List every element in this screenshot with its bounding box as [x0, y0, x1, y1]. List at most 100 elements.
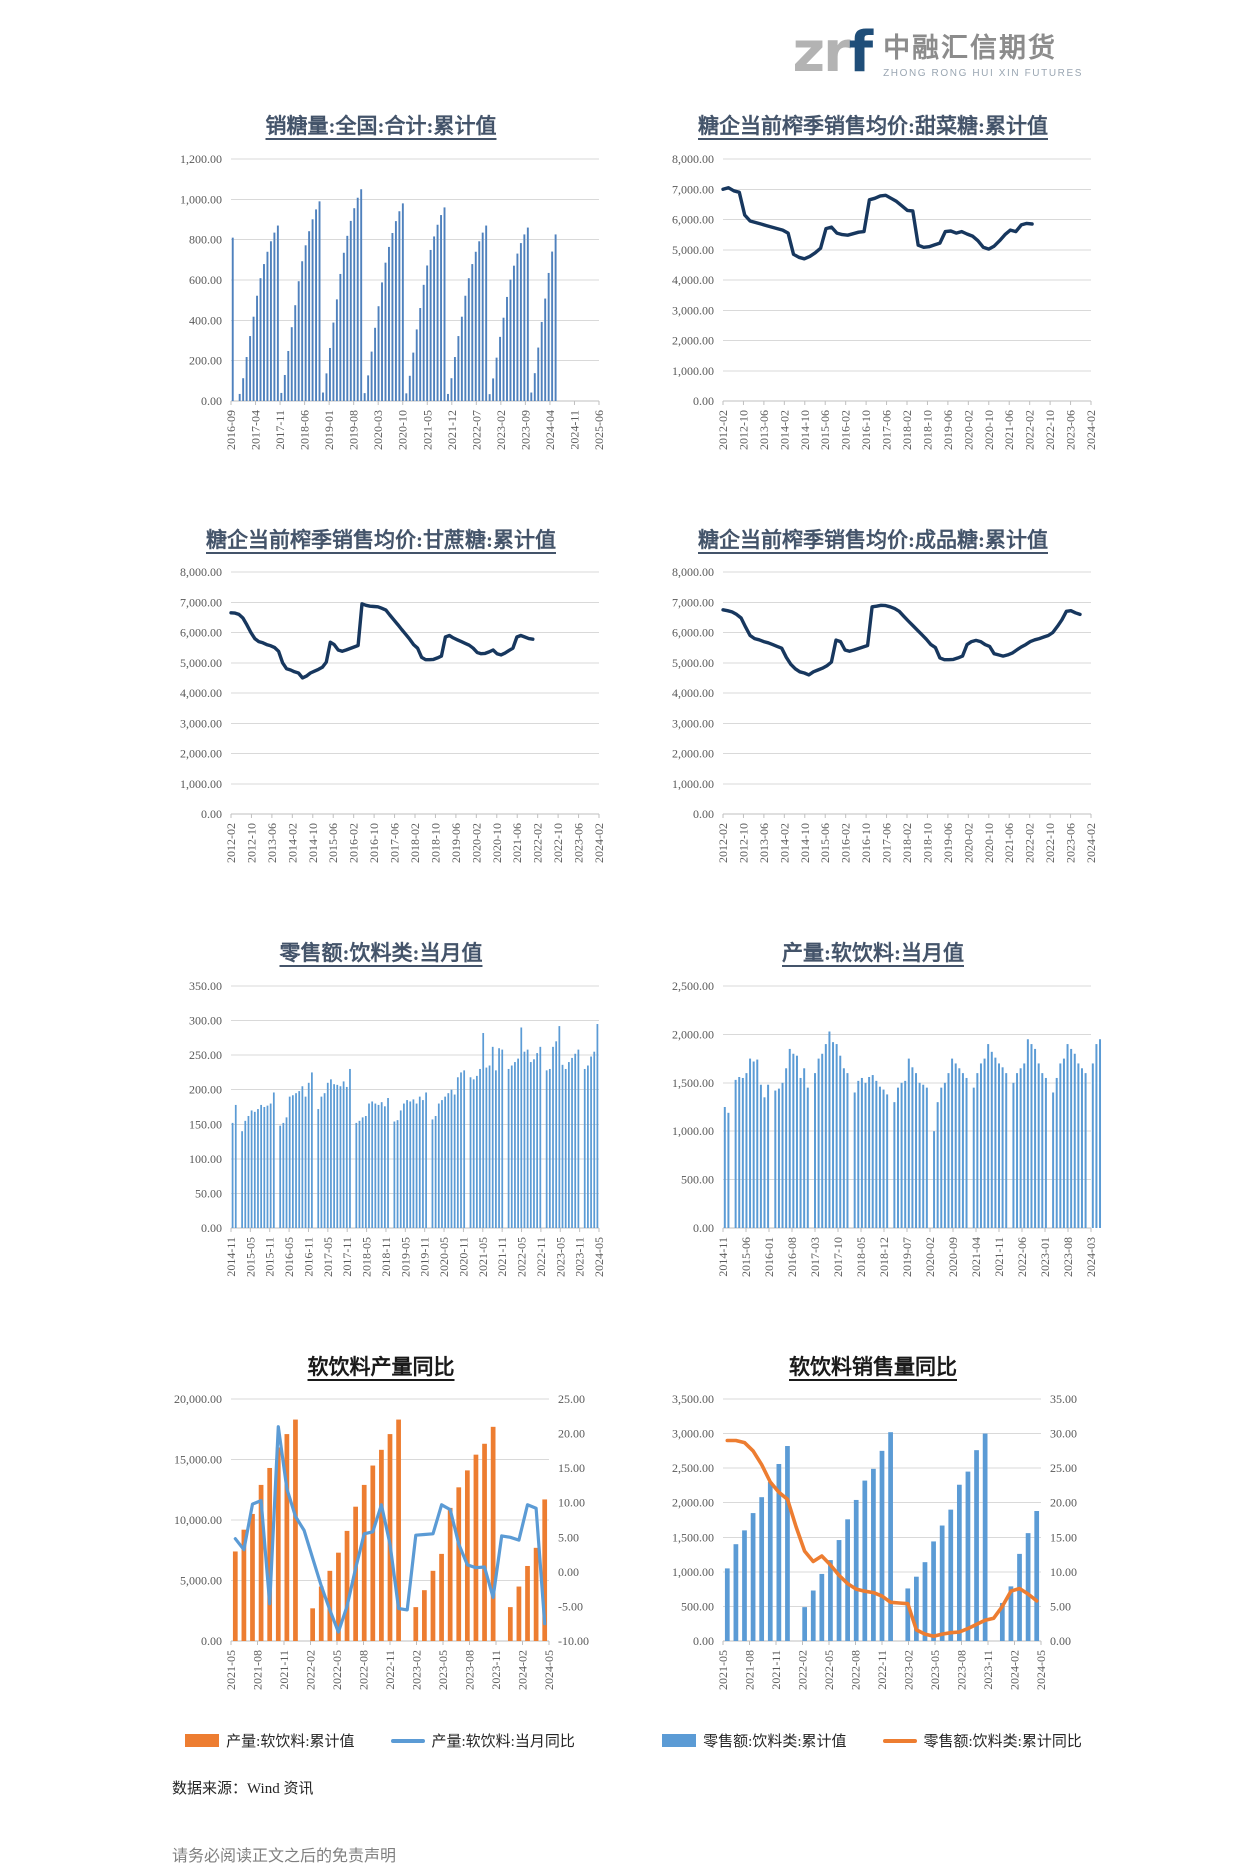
disclaimer-text: 请务必阅读正文之后的免责声明 [172, 1848, 397, 1866]
chart-canvas: 0.00 1,000.00 2,000.00 3,000.00 4,000.00 5,00… [180, 565, 606, 863]
page-header: zrf 中融汇信期货 ZHONG RONG HUI XIN FUTURES [0, 0, 1241, 100]
svg-text:2016-11: 2016-11 [301, 1237, 315, 1277]
svg-text:2022-02: 2022-02 [304, 1650, 318, 1690]
svg-text:2021-11: 2021-11 [495, 1237, 509, 1277]
svg-text:200.00: 200.00 [189, 1082, 222, 1096]
svg-text:2,000.00: 2,000.00 [672, 1027, 714, 1041]
svg-text:4,000.00: 4,000.00 [180, 686, 222, 700]
svg-text:2016-09: 2016-09 [224, 410, 238, 450]
svg-text:2023-05: 2023-05 [928, 1650, 942, 1690]
svg-text:15.00: 15.00 [1050, 1530, 1077, 1544]
chart-title: 软饮料产量同比 [307, 1354, 455, 1379]
svg-text:6,000.00: 6,000.00 [180, 626, 222, 640]
svg-text:2023-08: 2023-08 [1061, 1237, 1075, 1277]
logo-zr-letters: zr [792, 19, 850, 85]
chart-title: 糖企当前榨季销售均价:甜菜糖:累计值 [698, 114, 1048, 138]
svg-text:2012-02: 2012-02 [716, 823, 730, 863]
svg-text:1,000.00: 1,000.00 [672, 1565, 714, 1579]
svg-text:25.00: 25.00 [558, 1392, 585, 1406]
svg-text:2024-02: 2024-02 [1008, 1650, 1022, 1690]
chart-canvas: 0.00 1,000.00 2,000.00 3,000.00 4,000.00 5,00… [672, 152, 1098, 450]
svg-text:2,000.00: 2,000.00 [672, 747, 714, 761]
svg-text:2022-05: 2022-05 [515, 1237, 529, 1277]
svg-text:0.00: 0.00 [201, 807, 222, 821]
chart-plot-area: 0.00 50.00 100.00 150.00 200.00 250.00 300.00 3… [145, 974, 615, 1317]
svg-text:2022-05: 2022-05 [822, 1650, 836, 1690]
svg-text:0.00: 0.00 [558, 1565, 579, 1579]
svg-text:2020-10: 2020-10 [490, 823, 504, 863]
chart-title: 产量:软饮料:当月值 [782, 941, 964, 966]
svg-text:7,000.00: 7,000.00 [672, 182, 714, 196]
svg-text:20,000.00: 20,000.00 [174, 1392, 222, 1406]
svg-text:2024-02: 2024-02 [592, 823, 606, 863]
svg-text:2018-06: 2018-06 [298, 410, 312, 450]
chart-plot-area: 0.00 500.00 1,000.00 1,500.00 2,000.00 2,500.… [637, 1387, 1107, 1751]
svg-text:2025-06: 2025-06 [592, 410, 606, 450]
svg-text:2021-11: 2021-11 [992, 1237, 1006, 1277]
chart-soft-drink-sales-yoy: 软饮料销售量同比 0.00 500.00 1,000.00 1,500.00 2,000… [637, 1351, 1109, 1752]
svg-text:2017-05: 2017-05 [321, 1237, 335, 1277]
svg-text:2018-10: 2018-10 [428, 823, 442, 863]
svg-text:-10.00: -10.00 [558, 1634, 589, 1648]
svg-text:1,000.00: 1,000.00 [672, 777, 714, 791]
svg-text:2015-06: 2015-06 [818, 410, 832, 450]
svg-text:0.00: 0.00 [201, 1634, 222, 1648]
svg-text:20.00: 20.00 [1050, 1496, 1077, 1510]
chart-canvas: 0.00 500.00 1,000.00 1,500.00 2,000.00 2,500.… [672, 979, 1102, 1277]
svg-text:2,500.00: 2,500.00 [672, 979, 714, 993]
svg-text:2022-08: 2022-08 [849, 1650, 863, 1690]
svg-text:2018-12: 2018-12 [877, 1237, 891, 1277]
svg-text:5.00: 5.00 [558, 1530, 579, 1544]
legend-item: 零售额:饮料类:累计值 [662, 1730, 847, 1751]
svg-text:2019-06: 2019-06 [941, 410, 955, 450]
svg-text:8,000.00: 8,000.00 [672, 152, 714, 166]
svg-text:2013-06: 2013-06 [265, 823, 279, 863]
chart-sugar-sales-cumulative: 销糖量:全国:合计:累计值 0.00 200.00 400.00 600.00 800.… [145, 110, 617, 490]
svg-text:2019-07: 2019-07 [900, 1237, 914, 1277]
logo-f-letter: f [848, 19, 873, 85]
svg-text:2023-11: 2023-11 [489, 1650, 503, 1690]
svg-text:3,500.00: 3,500.00 [672, 1392, 714, 1406]
svg-text:2018-05: 2018-05 [360, 1237, 374, 1277]
svg-text:2018-02: 2018-02 [900, 410, 914, 450]
svg-text:4,000.00: 4,000.00 [672, 273, 714, 287]
svg-text:0.00: 0.00 [693, 1221, 714, 1235]
svg-text:2021-05: 2021-05 [716, 1650, 730, 1690]
svg-text:2020-10: 2020-10 [982, 410, 996, 450]
charts-grid: 销糖量:全国:合计:累计值 0.00 200.00 400.00 600.00 800.… [145, 110, 1241, 1751]
svg-text:2015-06: 2015-06 [739, 1237, 753, 1277]
svg-text:2023-05: 2023-05 [436, 1650, 450, 1690]
legend-label: 产量:软饮料:累计值 [226, 1734, 355, 1751]
svg-text:2017-04: 2017-04 [249, 410, 263, 450]
svg-text:2017-11: 2017-11 [340, 1237, 354, 1277]
chart-canvas: 0.00 50.00 100.00 150.00 200.00 250.00 300.00 3… [189, 979, 606, 1277]
svg-text:2020-11: 2020-11 [456, 1237, 470, 1277]
svg-text:2020-05: 2020-05 [437, 1237, 451, 1277]
svg-text:6,000.00: 6,000.00 [672, 626, 714, 640]
svg-text:8,000.00: 8,000.00 [672, 565, 714, 579]
svg-text:2021-08: 2021-08 [251, 1650, 265, 1690]
svg-text:2020-02: 2020-02 [469, 823, 483, 863]
svg-text:400.00: 400.00 [189, 313, 222, 327]
svg-text:8,000.00: 8,000.00 [180, 565, 222, 579]
svg-text:100.00: 100.00 [189, 1151, 222, 1165]
svg-text:2022-07: 2022-07 [469, 410, 483, 450]
svg-text:2022-11: 2022-11 [534, 1237, 548, 1277]
svg-text:0.00: 0.00 [1050, 1634, 1071, 1648]
svg-text:2024-11: 2024-11 [567, 410, 581, 450]
svg-text:2,500.00: 2,500.00 [672, 1461, 714, 1475]
svg-text:2014-11: 2014-11 [716, 1237, 730, 1277]
svg-text:2024-05: 2024-05 [1034, 1650, 1048, 1690]
svg-text:5.00: 5.00 [1050, 1600, 1071, 1614]
svg-text:2017-06: 2017-06 [880, 410, 894, 450]
svg-text:2022-10: 2022-10 [551, 823, 565, 863]
svg-text:250.00: 250.00 [189, 1048, 222, 1062]
svg-text:2023-02: 2023-02 [410, 1650, 424, 1690]
svg-text:2014-10: 2014-10 [798, 410, 812, 450]
svg-text:2019-06: 2019-06 [449, 823, 463, 863]
svg-text:2024-05: 2024-05 [592, 1237, 606, 1277]
svg-text:5,000.00: 5,000.00 [672, 242, 714, 256]
svg-text:2023-11: 2023-11 [573, 1237, 587, 1277]
svg-text:2023-02: 2023-02 [494, 410, 508, 450]
chart-refined-sugar-avg-price: 糖企当前榨季销售均价:成品糖:累计值 0.00 1,000.00 2,000.00 3… [637, 524, 1109, 904]
